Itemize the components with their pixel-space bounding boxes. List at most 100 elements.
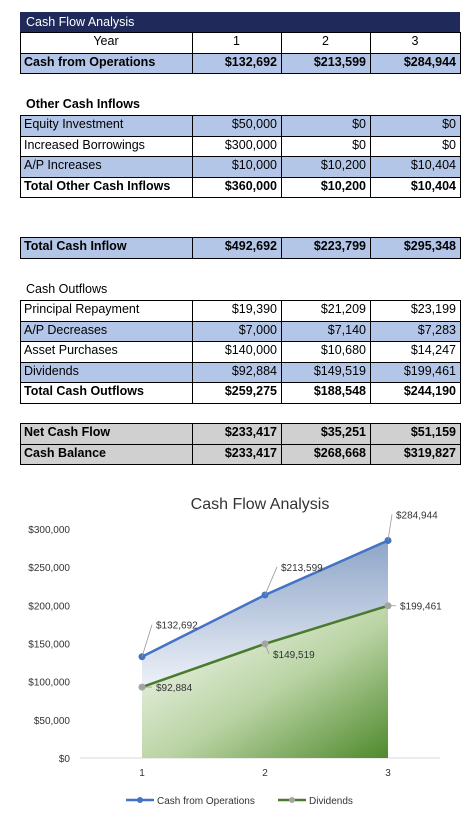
row-value: $223,799 [313, 239, 366, 253]
area-operations [142, 540, 388, 688]
leader-line [264, 566, 278, 596]
table-border [20, 362, 461, 363]
y-tick-label: $0 [59, 754, 71, 765]
row-value: $149,519 [313, 363, 366, 378]
leader-line [264, 643, 270, 655]
row-label: Net Cash Flow [24, 425, 111, 439]
table-border [20, 177, 461, 178]
header-label: Year [93, 34, 119, 48]
row-value: $51,159 [410, 425, 456, 439]
row-value: $360,000 [224, 178, 277, 193]
row-label: Cash Balance [24, 445, 106, 460]
row-value: $7,140 [327, 322, 366, 337]
table-border [370, 115, 371, 197]
table-border [20, 115, 21, 197]
table-border [20, 423, 21, 464]
table-border [20, 197, 461, 198]
table-border [281, 300, 282, 403]
row-background [20, 443, 460, 464]
row-value: $213,599 [313, 54, 366, 69]
row-value: $21,209 [320, 302, 366, 316]
row-value: $10,404 [410, 158, 456, 172]
table-border [20, 258, 461, 259]
table-border [281, 237, 282, 258]
section-heading: Other Cash Inflows [26, 97, 140, 111]
data-label: $132,692 [156, 621, 198, 632]
row-value: $0 [442, 137, 456, 152]
table-border [20, 464, 461, 465]
row-background [20, 237, 460, 258]
leader-line [141, 624, 153, 657]
row-value: $23,199 [410, 302, 456, 316]
area-dividends [142, 605, 388, 758]
row-value: $295,348 [403, 239, 456, 253]
chart-title: Cash Flow Analysis [191, 496, 330, 513]
table-border [281, 32, 282, 73]
leader-line [387, 514, 393, 541]
row-value: $233,417 [224, 445, 277, 460]
x-tick-label: 3 [385, 768, 391, 779]
table-border [192, 237, 193, 258]
table-border [20, 32, 21, 73]
y-tick-label: $200,000 [28, 601, 70, 612]
row-label: Equity Investment [24, 117, 124, 131]
table-border [20, 156, 461, 157]
table-border [20, 53, 461, 54]
data-label: $213,599 [281, 563, 323, 574]
x-tick-label: 1 [139, 768, 145, 779]
y-tick-label: $150,000 [28, 640, 70, 651]
row-background [20, 320, 460, 341]
table-border [20, 300, 461, 301]
row-value: $50,000 [231, 117, 277, 131]
table-border [20, 444, 461, 445]
table-border [20, 237, 461, 238]
legend-label-operations: Cash from Operations [157, 796, 255, 807]
table-border [460, 115, 461, 197]
legend-label-dividends: Dividends [309, 796, 353, 807]
table-border [20, 300, 21, 403]
header-col: 1 [233, 34, 240, 48]
table-title: Cash Flow Analysis [20, 12, 460, 32]
y-tick-label: $250,000 [28, 563, 70, 574]
row-value: $14,247 [410, 343, 456, 357]
table-border [192, 423, 193, 464]
table-border [281, 115, 282, 197]
table-border [20, 32, 461, 33]
row-value: $233,417 [224, 425, 277, 439]
table-border [20, 403, 461, 404]
row-value: $10,200 [320, 178, 366, 193]
table-border [20, 237, 21, 258]
table-border [192, 115, 193, 197]
row-background [20, 156, 460, 177]
y-tick-label: $100,000 [28, 678, 70, 689]
row-value: $284,944 [403, 54, 456, 69]
table-border [20, 136, 461, 137]
row-value: $188,548 [313, 384, 366, 398]
table-border [20, 341, 461, 342]
row-value: $199,461 [403, 363, 456, 378]
row-label: A/P Increases [24, 158, 102, 172]
row-value: $268,668 [313, 445, 366, 460]
row-value: $0 [352, 137, 366, 152]
table-border [460, 300, 461, 403]
row-background [20, 52, 460, 73]
legend-marker-dividends [289, 797, 295, 803]
header-col: 2 [322, 34, 329, 48]
row-label: Cash from Operations [24, 54, 156, 69]
table-border [192, 300, 193, 403]
data-label: $149,519 [273, 650, 315, 661]
data-label: $284,944 [396, 510, 438, 521]
row-value: $300,000 [224, 137, 277, 152]
table-border [370, 32, 371, 73]
row-value: $35,251 [320, 425, 366, 439]
table-border [20, 115, 461, 116]
row-label: Increased Borrowings [24, 137, 145, 152]
x-tick-label: 2 [262, 768, 268, 779]
row-value: $10,404 [410, 178, 456, 193]
legend-marker-operations [137, 797, 143, 803]
row-label: Principal Repayment [24, 302, 140, 316]
row-value: $259,275 [224, 384, 277, 398]
row-value: $244,190 [403, 384, 456, 398]
data-label: $199,461 [400, 602, 442, 613]
table-border [20, 73, 461, 74]
